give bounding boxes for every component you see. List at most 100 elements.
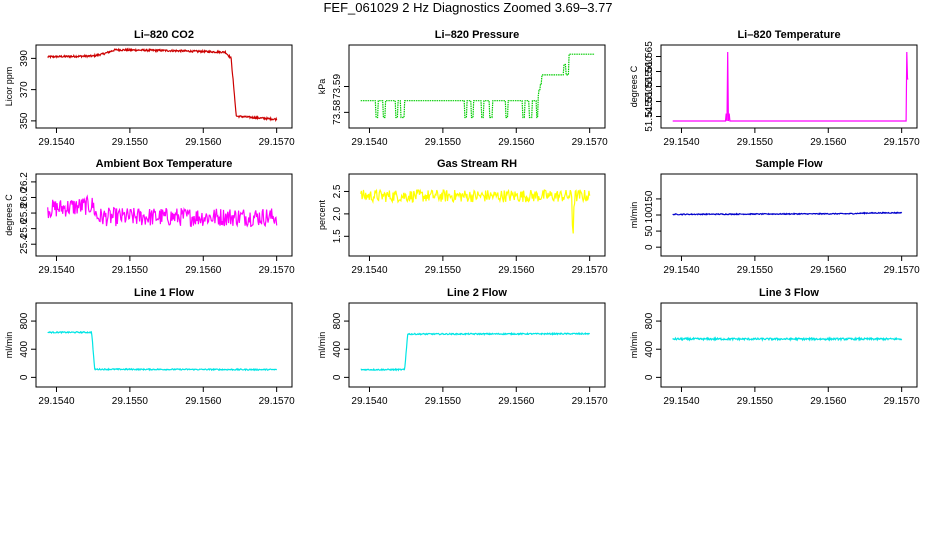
x-tick-label: 29.1540 xyxy=(351,265,388,276)
y-tick-label: 0 xyxy=(19,374,30,380)
panel-line3: Line 3 Flow 29.1540 29.1550 29.1560 29.1570 0… xyxy=(629,287,920,407)
y-axis-label: ml/min xyxy=(629,202,639,229)
x-tick-label: 29.1550 xyxy=(112,137,149,148)
y-tick-label: 0 xyxy=(644,244,655,250)
y-axis-label: ml/min xyxy=(629,332,639,359)
plot-frame xyxy=(35,173,293,257)
y-tick-label: 2.5 xyxy=(332,184,343,198)
panel-line2: Line 2 Flow 29.1540 29.1550 29.1560 29.1570 0… xyxy=(317,287,608,407)
panel-ambient: Ambient Box Temperature 29.1540 29.1550 29.… xyxy=(4,158,295,276)
x-tick-label: 29.1560 xyxy=(185,396,222,407)
plot-frame xyxy=(35,302,293,388)
y-axis-label: kPa xyxy=(317,79,327,95)
x-tick-label: 29.1560 xyxy=(810,396,847,407)
y-tick-label: 390 xyxy=(19,50,30,67)
y-tick-label: 25.8 xyxy=(19,203,30,223)
x-tick-label: 29.1570 xyxy=(259,265,296,276)
x-tick-label: 29.1540 xyxy=(663,137,700,148)
panel-title: Line 3 Flow xyxy=(759,287,819,299)
x-tick-label: 29.1560 xyxy=(498,396,535,407)
series-line-ambient xyxy=(47,194,278,228)
y-axis-label: ml/min xyxy=(4,332,14,359)
plot-frame xyxy=(35,44,293,129)
x-tick-label: 29.1540 xyxy=(351,137,388,148)
series-line-co2 xyxy=(47,47,278,123)
y-tick-label: 51.550 xyxy=(644,86,655,117)
y-tick-label: 800 xyxy=(644,312,655,329)
panel-title: Li–820 Temperature xyxy=(737,29,840,41)
series-line-sample xyxy=(672,211,903,216)
y-axis-label: degrees C xyxy=(629,65,639,107)
y-tick-label: 800 xyxy=(19,312,30,329)
y-axis-label: Licor ppm xyxy=(4,67,14,107)
y-tick-label: 100 xyxy=(644,206,655,223)
x-tick-label: 29.1570 xyxy=(572,265,609,276)
y-tick-label: 800 xyxy=(332,312,343,329)
series-line-temperature xyxy=(672,51,909,122)
x-tick-label: 29.1540 xyxy=(38,137,75,148)
series-line-line2 xyxy=(360,331,591,372)
y-tick-label: 51.565 xyxy=(644,41,655,72)
x-tick-label: 29.1560 xyxy=(498,137,535,148)
y-tick-label: 370 xyxy=(19,81,30,98)
panel-title: Sample Flow xyxy=(755,158,823,170)
x-tick-label: 29.1560 xyxy=(185,137,222,148)
x-tick-label: 29.1570 xyxy=(884,137,921,148)
x-tick-label: 29.1570 xyxy=(572,396,609,407)
y-tick-label: 50 xyxy=(644,225,655,237)
y-tick-label: 400 xyxy=(644,340,655,357)
plot-frame xyxy=(348,173,606,257)
x-tick-label: 29.1570 xyxy=(259,396,296,407)
y-axis-label: ml/min xyxy=(317,332,327,359)
x-tick-label: 29.1550 xyxy=(425,265,462,276)
panel-title: Ambient Box Temperature xyxy=(96,158,233,170)
panel-sample: Sample Flow 29.1540 29.1550 29.1560 29.1570 0… xyxy=(629,158,920,276)
x-tick-label: 29.1540 xyxy=(663,396,700,407)
y-tick-label: 1.5 xyxy=(332,229,343,243)
y-tick-label: 51.560 xyxy=(644,56,655,87)
panel-title: Gas Stream RH xyxy=(437,158,517,170)
y-tick-label: 400 xyxy=(332,340,343,357)
x-tick-label: 29.1550 xyxy=(737,137,774,148)
x-tick-label: 29.1560 xyxy=(185,265,222,276)
x-tick-label: 29.1550 xyxy=(112,396,149,407)
y-tick-label: 400 xyxy=(19,340,30,357)
series-line-rh xyxy=(360,188,591,234)
y-tick-label: 26.0 xyxy=(19,187,30,207)
panel-line1: Line 1 Flow 29.1540 29.1550 29.1560 29.1570 0… xyxy=(4,287,295,407)
x-tick-label: 29.1540 xyxy=(38,396,75,407)
y-tick-label: 25.6 xyxy=(19,218,30,238)
panel-title: Li–820 CO2 xyxy=(134,29,194,41)
x-tick-label: 29.1570 xyxy=(259,137,296,148)
x-tick-label: 29.1550 xyxy=(425,137,462,148)
y-tick-label: 0 xyxy=(644,374,655,380)
x-tick-label: 29.1550 xyxy=(737,265,774,276)
panel-title: Line 2 Flow xyxy=(447,287,507,299)
panel-co2: Li–820 CO2 29.1540 29.1550 29.1560 29.1570 35… xyxy=(4,29,295,148)
y-axis-label: degrees C xyxy=(4,194,14,236)
y-tick-label: 0 xyxy=(332,374,343,380)
x-tick-label: 29.1540 xyxy=(351,396,388,407)
series-line-pressure xyxy=(360,53,595,119)
y-tick-label: 26.2 xyxy=(19,172,30,192)
x-tick-label: 29.1540 xyxy=(38,265,75,276)
x-tick-label: 29.1550 xyxy=(425,396,462,407)
x-tick-label: 29.1560 xyxy=(498,265,535,276)
x-tick-label: 29.1560 xyxy=(810,265,847,276)
series-line-line3 xyxy=(672,336,903,342)
plot-frame xyxy=(348,302,606,388)
y-tick-label: 73.58 xyxy=(332,99,343,124)
panel-pressure: Li–820 Pressure 29.1540 29.1550 29.1560 29.1… xyxy=(317,29,608,148)
panel-title: Line 1 Flow xyxy=(134,287,194,299)
x-tick-label: 29.1570 xyxy=(884,265,921,276)
series-line-line1 xyxy=(47,330,278,372)
y-axis-label: percent xyxy=(317,199,327,230)
panel-rh: Gas Stream RH 29.1540 29.1550 29.1560 29.157… xyxy=(317,158,608,276)
y-tick-label: 51.555 xyxy=(644,71,655,102)
x-tick-label: 29.1570 xyxy=(884,396,921,407)
plot-frame xyxy=(660,44,918,129)
y-tick-label: 51.545 xyxy=(644,101,655,132)
y-tick-label: 25.4 xyxy=(19,234,30,254)
x-tick-label: 29.1560 xyxy=(810,137,847,148)
